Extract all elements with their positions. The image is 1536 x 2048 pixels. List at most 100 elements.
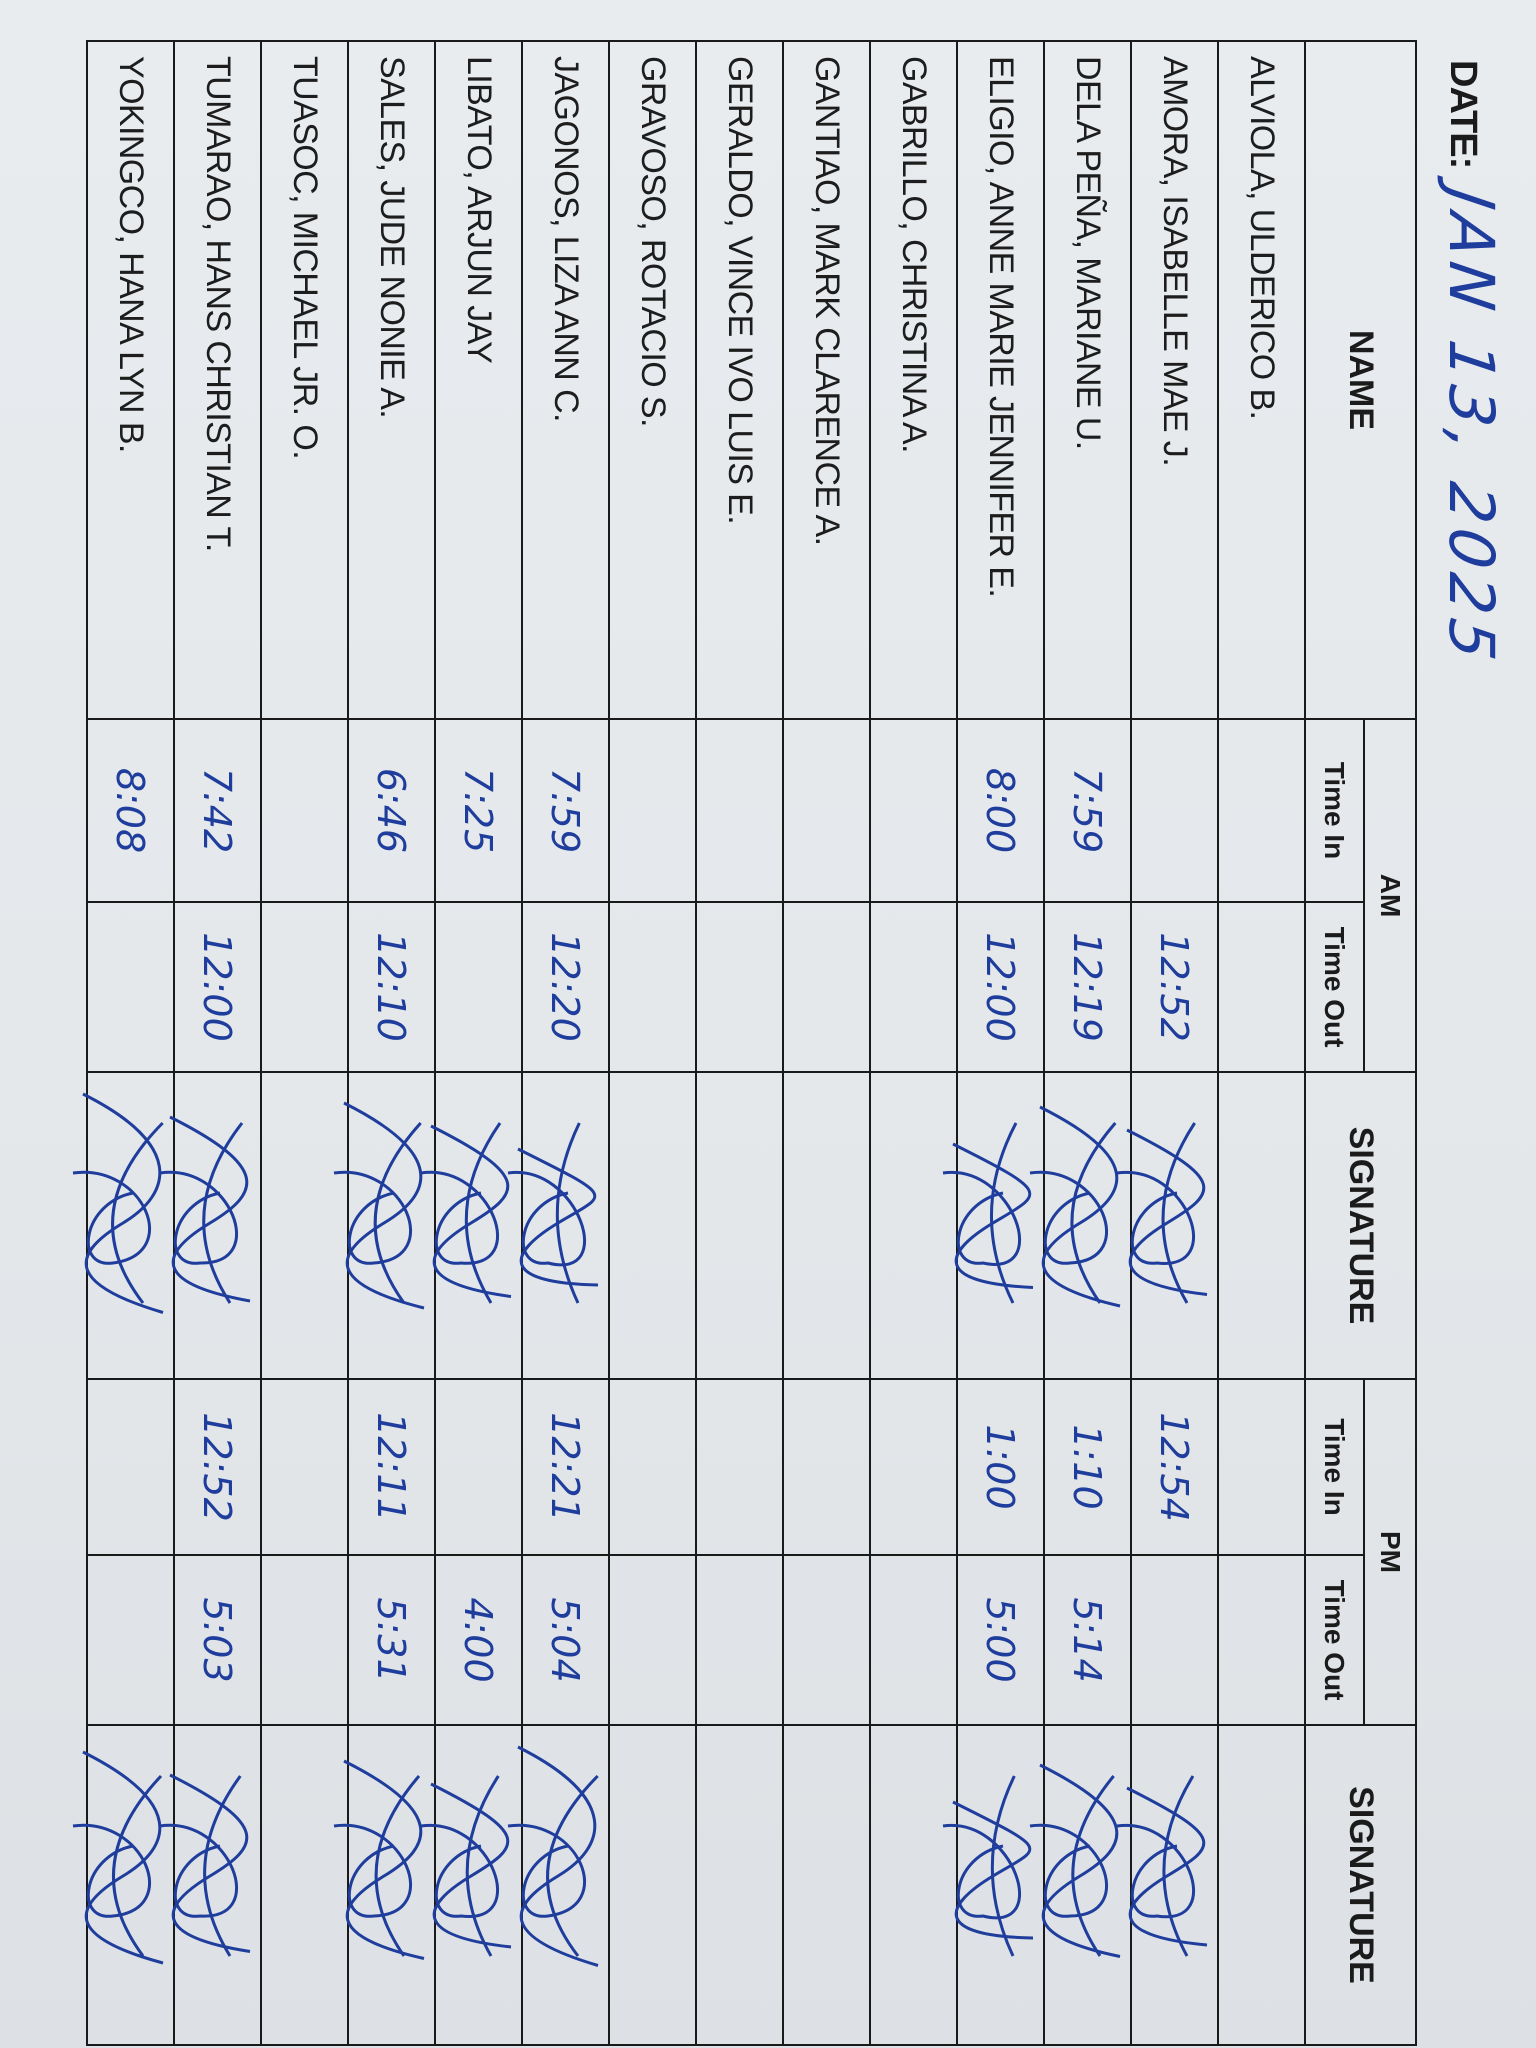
pm-time-out-cell: 4:00 xyxy=(435,1555,522,1725)
pm-time-out-cell: 5:00 xyxy=(957,1555,1044,1725)
pm-time-out-cell xyxy=(609,1555,696,1725)
signature-scribble xyxy=(420,1122,512,1304)
am-time-out-cell: 12:10 xyxy=(348,902,435,1072)
pm-time-in-cell: 12:11 xyxy=(348,1379,435,1555)
pm-time-in-cell: 1:10 xyxy=(1044,1379,1131,1555)
pm-signature-cell xyxy=(696,1725,783,2045)
table-row: LIBATO, ARJUN JAY 7:25 4:00 xyxy=(420,41,522,2045)
am-time-in-cell xyxy=(783,719,870,902)
table-row: GANTIAO, MARK CLARENCE A. xyxy=(783,41,870,2045)
name-cell: TUMARAO, HANS CHRISTIAN T. xyxy=(174,41,261,719)
am-time-out-cell xyxy=(609,902,696,1072)
am-time-out-cell: 12:00 xyxy=(957,902,1044,1072)
name-cell: TUASOC, MICHAEL JR. O. xyxy=(261,41,348,719)
am-signature-cell xyxy=(420,1072,522,1379)
am-time-out-cell: 12:52 xyxy=(1131,902,1218,1072)
signature-stroke xyxy=(952,1142,1034,1289)
am-time-out-cell: 12:00 xyxy=(174,902,261,1072)
am-time-in-cell: 7:59 xyxy=(1044,719,1131,902)
pm-time-out-cell xyxy=(783,1555,870,1725)
signature-stroke xyxy=(1039,1105,1121,1308)
am-time-in-cell xyxy=(696,719,783,902)
signature-stroke xyxy=(465,1775,500,1957)
signature-stroke xyxy=(1116,1823,1196,1919)
signature-stroke xyxy=(112,1774,163,1957)
signature-stroke xyxy=(343,1759,425,1960)
pm-time-out-cell xyxy=(1131,1555,1218,1725)
signature-stroke xyxy=(1029,1823,1109,1918)
signature-stroke xyxy=(1161,1122,1196,1304)
signature-stroke xyxy=(1126,1128,1208,1296)
signature-scribble xyxy=(942,1122,1034,1304)
am-time-in-cell xyxy=(261,719,348,902)
signature-stroke xyxy=(507,1823,587,1918)
table-row: GABRILLO, CHRISTINA A. xyxy=(870,41,957,2045)
pm-time-out-cell xyxy=(87,1555,174,1725)
date-value: JAN 13, 2025 xyxy=(1435,184,1508,671)
signature-stroke xyxy=(159,1170,239,1265)
table-row: DELA PEÑA, MARIANE U. 7:59 12:19 1:10 5:14 xyxy=(1029,41,1131,2045)
am-time-in-cell xyxy=(1131,719,1218,902)
signature-scribble xyxy=(1029,1763,1121,1958)
am-time-in-cell: 7:42 xyxy=(174,719,261,902)
signature-stroke xyxy=(169,1115,251,1303)
column-header-am-time-out: Time Out xyxy=(1305,902,1364,1072)
pm-signature-cell xyxy=(870,1725,957,2045)
pm-time-in-cell xyxy=(870,1379,957,1555)
signature-stroke xyxy=(990,1122,1018,1304)
am-time-out-cell xyxy=(696,902,783,1072)
signature-stroke xyxy=(72,1823,152,1918)
name-cell: LIBATO, ARJUN JAY xyxy=(435,41,522,719)
pm-signature-cell xyxy=(507,1725,609,2045)
signature-stroke xyxy=(546,1774,599,1957)
column-header-pm: PM xyxy=(1364,1379,1416,1725)
signature-scribble xyxy=(507,1745,599,1967)
signature-scribble xyxy=(333,1759,425,1960)
pm-time-out-cell: 5:31 xyxy=(348,1555,435,1725)
am-time-in-cell: 7:59 xyxy=(522,719,609,902)
am-time-out-cell xyxy=(435,902,522,1072)
name-cell: DELA PEÑA, MARIANE U. xyxy=(1044,41,1131,719)
pm-signature-cell xyxy=(72,1725,174,2045)
signature-stroke xyxy=(942,1170,1022,1266)
signature-stroke xyxy=(420,1170,500,1265)
signature-scribble xyxy=(1116,1775,1208,1957)
table-row: JAGONOS, LIZA ANN C. 7:59 12:20 12:21 5:04 xyxy=(507,41,609,2045)
pm-signature-cell xyxy=(420,1725,522,2045)
column-header-pm-time-in: Time In xyxy=(1305,1379,1364,1555)
table-row: TUMARAO, HANS CHRISTIAN T. 7:42 12:00 12:52… xyxy=(159,41,261,2045)
pm-signature-cell xyxy=(159,1725,261,2045)
am-signature-cell xyxy=(507,1072,609,1379)
am-signature-cell xyxy=(942,1072,1044,1379)
pm-time-in-cell xyxy=(261,1379,348,1555)
signature-stroke xyxy=(420,1823,500,1918)
name-cell: GERALDO, VINCE IVO LUIS E. xyxy=(696,41,783,719)
signature-stroke xyxy=(507,1171,587,1267)
signature-stroke xyxy=(1070,1122,1117,1304)
signature-stroke xyxy=(1029,1170,1109,1265)
am-signature-cell xyxy=(1029,1072,1131,1379)
signature-stroke xyxy=(373,1121,422,1304)
signature-stroke xyxy=(169,1773,251,1953)
name-cell: AMORA, ISABELLE MAE J. xyxy=(1131,41,1218,719)
signature-scribble xyxy=(159,1773,251,1957)
signature-stroke xyxy=(942,1824,1022,1920)
am-signature-cell xyxy=(333,1072,435,1379)
signature-stroke xyxy=(517,1745,599,1967)
signature-scribble xyxy=(1116,1122,1208,1304)
attendance-table: NAME AM SIGNATURE PM SIGNATURE Time In T… xyxy=(72,40,1417,2046)
signature-stroke xyxy=(430,1124,512,1298)
pm-time-out-cell xyxy=(870,1555,957,1725)
pm-time-in-cell xyxy=(696,1379,783,1555)
am-signature-cell xyxy=(783,1072,870,1379)
am-time-out-cell xyxy=(783,902,870,1072)
am-time-in-cell: 8:08 xyxy=(87,719,174,902)
signature-stroke xyxy=(203,1775,242,1957)
pm-time-out-cell xyxy=(261,1555,348,1725)
signature-stroke xyxy=(333,1823,413,1918)
am-time-in-cell xyxy=(609,719,696,902)
am-time-in-cell xyxy=(870,719,957,902)
pm-time-out-cell xyxy=(1218,1555,1305,1725)
name-cell: GANTIAO, MARK CLARENCE A. xyxy=(783,41,870,719)
